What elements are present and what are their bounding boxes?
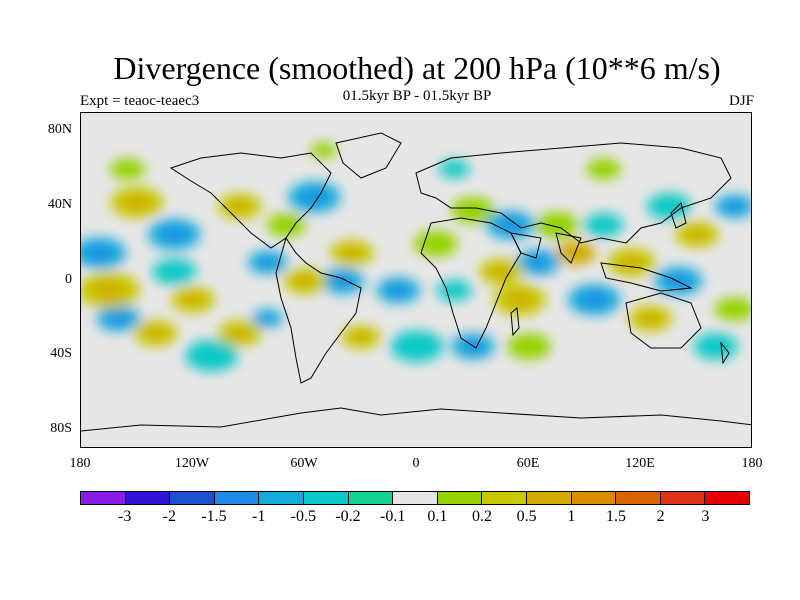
convergence-region-core bbox=[528, 256, 549, 269]
colorbar-swatch bbox=[259, 492, 304, 504]
divergence-region-core bbox=[507, 292, 532, 307]
colorbar-label: 3 bbox=[701, 508, 710, 525]
colorbar-label: 0.1 bbox=[427, 508, 448, 525]
colorbar-label: -1 bbox=[251, 508, 266, 525]
colorbar-swatch bbox=[303, 492, 349, 504]
chart-title: Divergence (smoothed) at 200 hPa (10**6 … bbox=[113, 50, 721, 86]
colorbar-label: 2 bbox=[656, 508, 665, 525]
colorbar-label: -0.2 bbox=[335, 508, 361, 525]
colorbar-swatch bbox=[214, 492, 260, 504]
convergence-region-core bbox=[258, 256, 277, 268]
colorbar-swatch bbox=[660, 492, 706, 504]
colorbar-label: -2 bbox=[162, 508, 176, 525]
colorbar-swatch bbox=[705, 492, 749, 504]
divergence-region-core bbox=[620, 255, 643, 269]
convergence-region-core bbox=[108, 312, 129, 325]
y-tick-label: 40N bbox=[47, 197, 72, 212]
divergence-region-core bbox=[566, 247, 585, 259]
divergence-region bbox=[110, 158, 146, 180]
y-tick-label: 80S bbox=[50, 421, 72, 436]
colorbar-swatch bbox=[526, 492, 572, 504]
x-tick-label: 180 bbox=[741, 456, 763, 471]
y-tick-label: 80N bbox=[47, 122, 72, 137]
colorbar bbox=[80, 491, 750, 505]
colorbar-label: 1 bbox=[567, 508, 576, 525]
divergence-region bbox=[451, 197, 495, 224]
x-tick-label: 60E bbox=[516, 456, 540, 471]
x-tick-label: 0 bbox=[412, 456, 420, 471]
divergence-region bbox=[714, 297, 751, 321]
colorbar-label: 0.2 bbox=[472, 508, 492, 525]
x-tick-label: 180 bbox=[69, 456, 91, 471]
divergence-region-core bbox=[491, 265, 511, 278]
y-tick-label: 0 bbox=[65, 272, 72, 287]
divergence-region bbox=[507, 333, 551, 360]
colorbar-label: -0.5 bbox=[290, 508, 316, 525]
x-tick-label: 120E bbox=[625, 456, 655, 471]
map-plot-area bbox=[80, 112, 752, 448]
colorbar-label: -0.1 bbox=[379, 508, 406, 525]
season-label: DJF bbox=[728, 93, 754, 109]
divergence-region-core bbox=[687, 228, 707, 241]
map-canvas bbox=[81, 132, 751, 432]
convergence-region bbox=[647, 193, 691, 220]
convergence-region-core bbox=[388, 284, 409, 297]
divergence-region-core bbox=[352, 331, 370, 343]
colorbar-swatch bbox=[81, 492, 126, 504]
experiment-label: Expt = teaoc-teaec3 bbox=[80, 93, 200, 109]
colorbar-label: 1.5 bbox=[606, 508, 626, 525]
divergence-region bbox=[413, 230, 458, 257]
convergence-region-core bbox=[582, 292, 607, 307]
colorbar-swatch bbox=[170, 492, 215, 504]
colorbar-label: 0.5 bbox=[516, 508, 537, 525]
convergence-region-core bbox=[725, 200, 744, 212]
divergence-region-core bbox=[295, 275, 315, 287]
colorbar-label: -3 bbox=[117, 508, 132, 525]
divergence-region bbox=[310, 142, 337, 159]
divergence-region-core bbox=[125, 195, 149, 210]
convergence-region-core bbox=[162, 227, 187, 242]
divergence-field bbox=[81, 142, 751, 372]
colorbar-label: -1.5 bbox=[201, 508, 227, 525]
divergence-region bbox=[586, 158, 622, 180]
convergence-region bbox=[436, 279, 472, 301]
colorbar-swatch bbox=[616, 492, 661, 504]
convergence-region bbox=[693, 333, 738, 360]
divergence-region-core bbox=[640, 312, 661, 325]
colorbar-swatch bbox=[125, 492, 171, 504]
convergence-region-core bbox=[332, 275, 353, 287]
divergence-region-core bbox=[341, 247, 362, 259]
divergence-region-core bbox=[95, 281, 123, 299]
coastlines bbox=[81, 132, 751, 432]
divergence-region-core bbox=[229, 200, 250, 213]
colorbar-swatch bbox=[393, 492, 438, 504]
convergence-region-core bbox=[87, 245, 112, 261]
x-tick-label: 120W bbox=[174, 456, 210, 471]
y-tick-label: 40S bbox=[50, 346, 72, 361]
divergence-region-core bbox=[183, 293, 203, 306]
colorbar-swatch bbox=[348, 492, 394, 504]
convergence-region bbox=[583, 213, 624, 237]
convergence-region-core bbox=[302, 189, 327, 205]
colorbar-swatch bbox=[482, 492, 527, 504]
convergence-region-core bbox=[260, 314, 275, 323]
x-tick-label: 60W bbox=[290, 456, 318, 471]
chart-subtitle: 01.5kyr BP - 01.5kyr BP bbox=[342, 88, 492, 104]
divergence-region bbox=[266, 213, 307, 237]
colorbar-swatch bbox=[571, 492, 617, 504]
divergence-region-core bbox=[229, 327, 250, 340]
divergence-region-core bbox=[145, 327, 166, 340]
convergence-region bbox=[390, 330, 444, 362]
convergence-region bbox=[438, 159, 470, 179]
convergence-region-core bbox=[499, 218, 522, 232]
colorbar-swatch bbox=[437, 492, 483, 504]
divergence-region bbox=[535, 212, 579, 238]
convergence-region bbox=[152, 258, 197, 285]
convergence-region bbox=[185, 340, 239, 372]
